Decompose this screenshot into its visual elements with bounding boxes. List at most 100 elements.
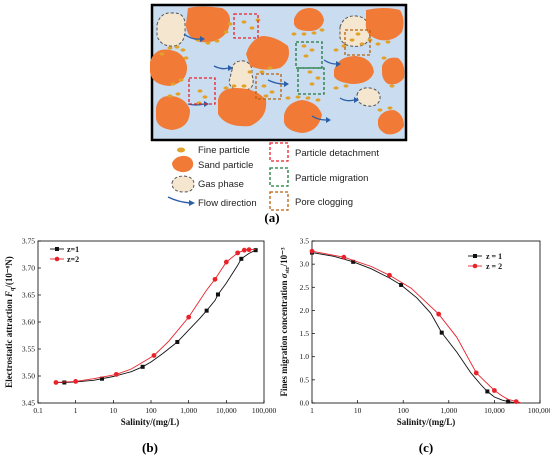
chart-b-yticks: 3.45 3.50 3.55 3.60 3.65 3.70 3.75	[22, 237, 41, 408]
chart-c-frame	[311, 240, 541, 404]
gas-bubble	[356, 87, 381, 107]
y-tick-label: 0.5	[300, 375, 310, 384]
chart-c-legend-marker-2	[472, 263, 478, 269]
data-point-series-2	[223, 259, 229, 265]
series-line-2	[311, 250, 523, 404]
chart-c-legend-label-2: z = 2	[486, 262, 502, 271]
x-tick-label: 1,000	[440, 406, 457, 415]
data-point-series-1	[485, 389, 490, 394]
data-point-series-2	[492, 388, 497, 393]
gas-phase-icon	[171, 175, 195, 193]
y-tick-label: 3.75	[22, 237, 35, 246]
y-tick-label: 3.50	[22, 372, 35, 381]
chart-c-xticks: 1 10 100 1,000 10,000 100,000	[310, 400, 550, 415]
sand-grain	[378, 110, 404, 135]
chart-c-legend-label-1: z = 1	[486, 252, 502, 261]
x-tick-label: 1	[310, 406, 314, 415]
panel-c-label: (c)	[419, 440, 433, 455]
chart-b-legend-marker-2	[54, 256, 60, 262]
chart-c-legend: z = 1 z = 2	[468, 252, 502, 271]
gas-bubble	[228, 60, 254, 91]
sand-grain	[382, 57, 405, 85]
data-point-series-2	[241, 247, 247, 253]
flow-arrow-heads	[200, 36, 359, 123]
y-tick-label: 3.70	[22, 264, 35, 273]
chart-b-legend-marker-1	[55, 247, 59, 251]
data-point-series-2	[186, 314, 192, 320]
chart-c-ylabel-text: Fines migration concentration	[279, 281, 289, 397]
chart-c-series	[309, 248, 523, 405]
data-point-series-1	[439, 330, 444, 335]
data-point-series-1	[215, 292, 220, 297]
detachment-box	[188, 77, 216, 105]
x-tick-label: 10,000	[216, 406, 237, 415]
flow-direction-arrowhead	[189, 200, 195, 206]
x-tick-label: 10,000	[484, 406, 505, 415]
migration-icon	[269, 167, 289, 187]
migration-box	[297, 67, 325, 95]
clogging-icon	[269, 191, 289, 211]
data-point-series-2	[151, 353, 157, 358]
sand-grain	[150, 49, 188, 86]
data-point-series-1	[204, 308, 209, 313]
chart-c-ylabel-symbol: σ	[279, 272, 289, 278]
legend-clogging-label: Pore clogging	[295, 197, 353, 208]
chart-b: 3.45 3.50 3.55 3.60 3.65 3.70 3.75 0.1 1 10 100 1,…	[4, 237, 276, 456]
gas-bubble	[156, 12, 186, 47]
sand-grain	[284, 100, 322, 133]
y-tick-label: 2.5	[300, 283, 310, 292]
data-point-series-2	[473, 370, 479, 376]
chart-c-ylabel-sub: str	[285, 266, 291, 273]
chart-c-xlabel: Salinity/(mg/L)	[397, 417, 456, 427]
data-point-series-1	[99, 376, 104, 381]
detachment-icon	[269, 142, 289, 162]
sand-grain	[186, 6, 230, 43]
data-point-series-1	[140, 364, 145, 369]
sand-grain	[294, 8, 324, 31]
flow-direction-icon	[167, 196, 191, 204]
y-tick-label: 0.0	[300, 399, 310, 408]
x-tick-label: 100,000	[528, 406, 550, 415]
data-point-series-2	[246, 247, 252, 253]
panel-b-label: (b)	[142, 440, 158, 455]
legend-migration-label: Particle migration	[295, 173, 368, 184]
y-tick-label: 3.0	[300, 260, 310, 269]
chart-b-legend: z=1 z=2	[50, 245, 79, 264]
y-tick-label: 3.5	[300, 237, 310, 246]
sand-grain	[218, 88, 267, 127]
y-tick-label: 2.0	[300, 306, 310, 315]
fine-particle-icon	[177, 147, 185, 153]
chart-c-yticks: 0.0 0.5 1.0 1.5 2.0 2.5 3.0 3.5	[300, 237, 315, 408]
sand-grain	[365, 8, 404, 41]
data-point-series-1	[399, 282, 404, 287]
data-point-series-2	[513, 399, 519, 405]
chart-b-legend-label-2: z=2	[67, 255, 79, 264]
x-tick-label: 1,000	[180, 406, 197, 415]
data-point-series-1	[506, 399, 511, 404]
chart-c-ylabel: Fines migration concentration σstr/10⁻³	[279, 247, 291, 396]
chart-b-ylabel-text: Electrostatic attraction	[4, 299, 14, 388]
data-point-series-2	[436, 311, 442, 317]
x-tick-label: 1	[74, 406, 78, 415]
legend-sand-label: Sand particle	[198, 160, 253, 171]
sand-grain	[246, 36, 289, 70]
x-tick-label: 10	[110, 406, 118, 415]
series-line-2	[55, 249, 256, 383]
legend-detachment-label: Particle detachment	[295, 148, 379, 159]
data-point-series-2	[341, 254, 347, 260]
chart-b-xticks: 0.1 1 10 100 1,000 10,000 100,000	[33, 400, 276, 415]
x-tick-label: 100	[145, 406, 157, 415]
x-tick-label: 100,000	[252, 406, 277, 415]
clogging-box	[255, 73, 282, 100]
diagram-legend: Fine particle Sand particle Gas phase Fl…	[167, 142, 379, 211]
panel-a-label: (a)	[264, 210, 279, 225]
chart-b-ylabel: Electrostatic attraction Fq/(10⁻⁸N)	[4, 256, 16, 388]
y-tick-label: 3.60	[22, 318, 35, 327]
series-line-1	[56, 249, 256, 383]
y-tick-label: 1.0	[300, 352, 310, 361]
chart-b-ylabel-sub: q	[10, 287, 16, 291]
chart-b-legend-label-1: z=1	[67, 245, 79, 254]
sand-particle-icon	[172, 155, 194, 173]
y-tick-label: 1.5	[300, 329, 310, 338]
